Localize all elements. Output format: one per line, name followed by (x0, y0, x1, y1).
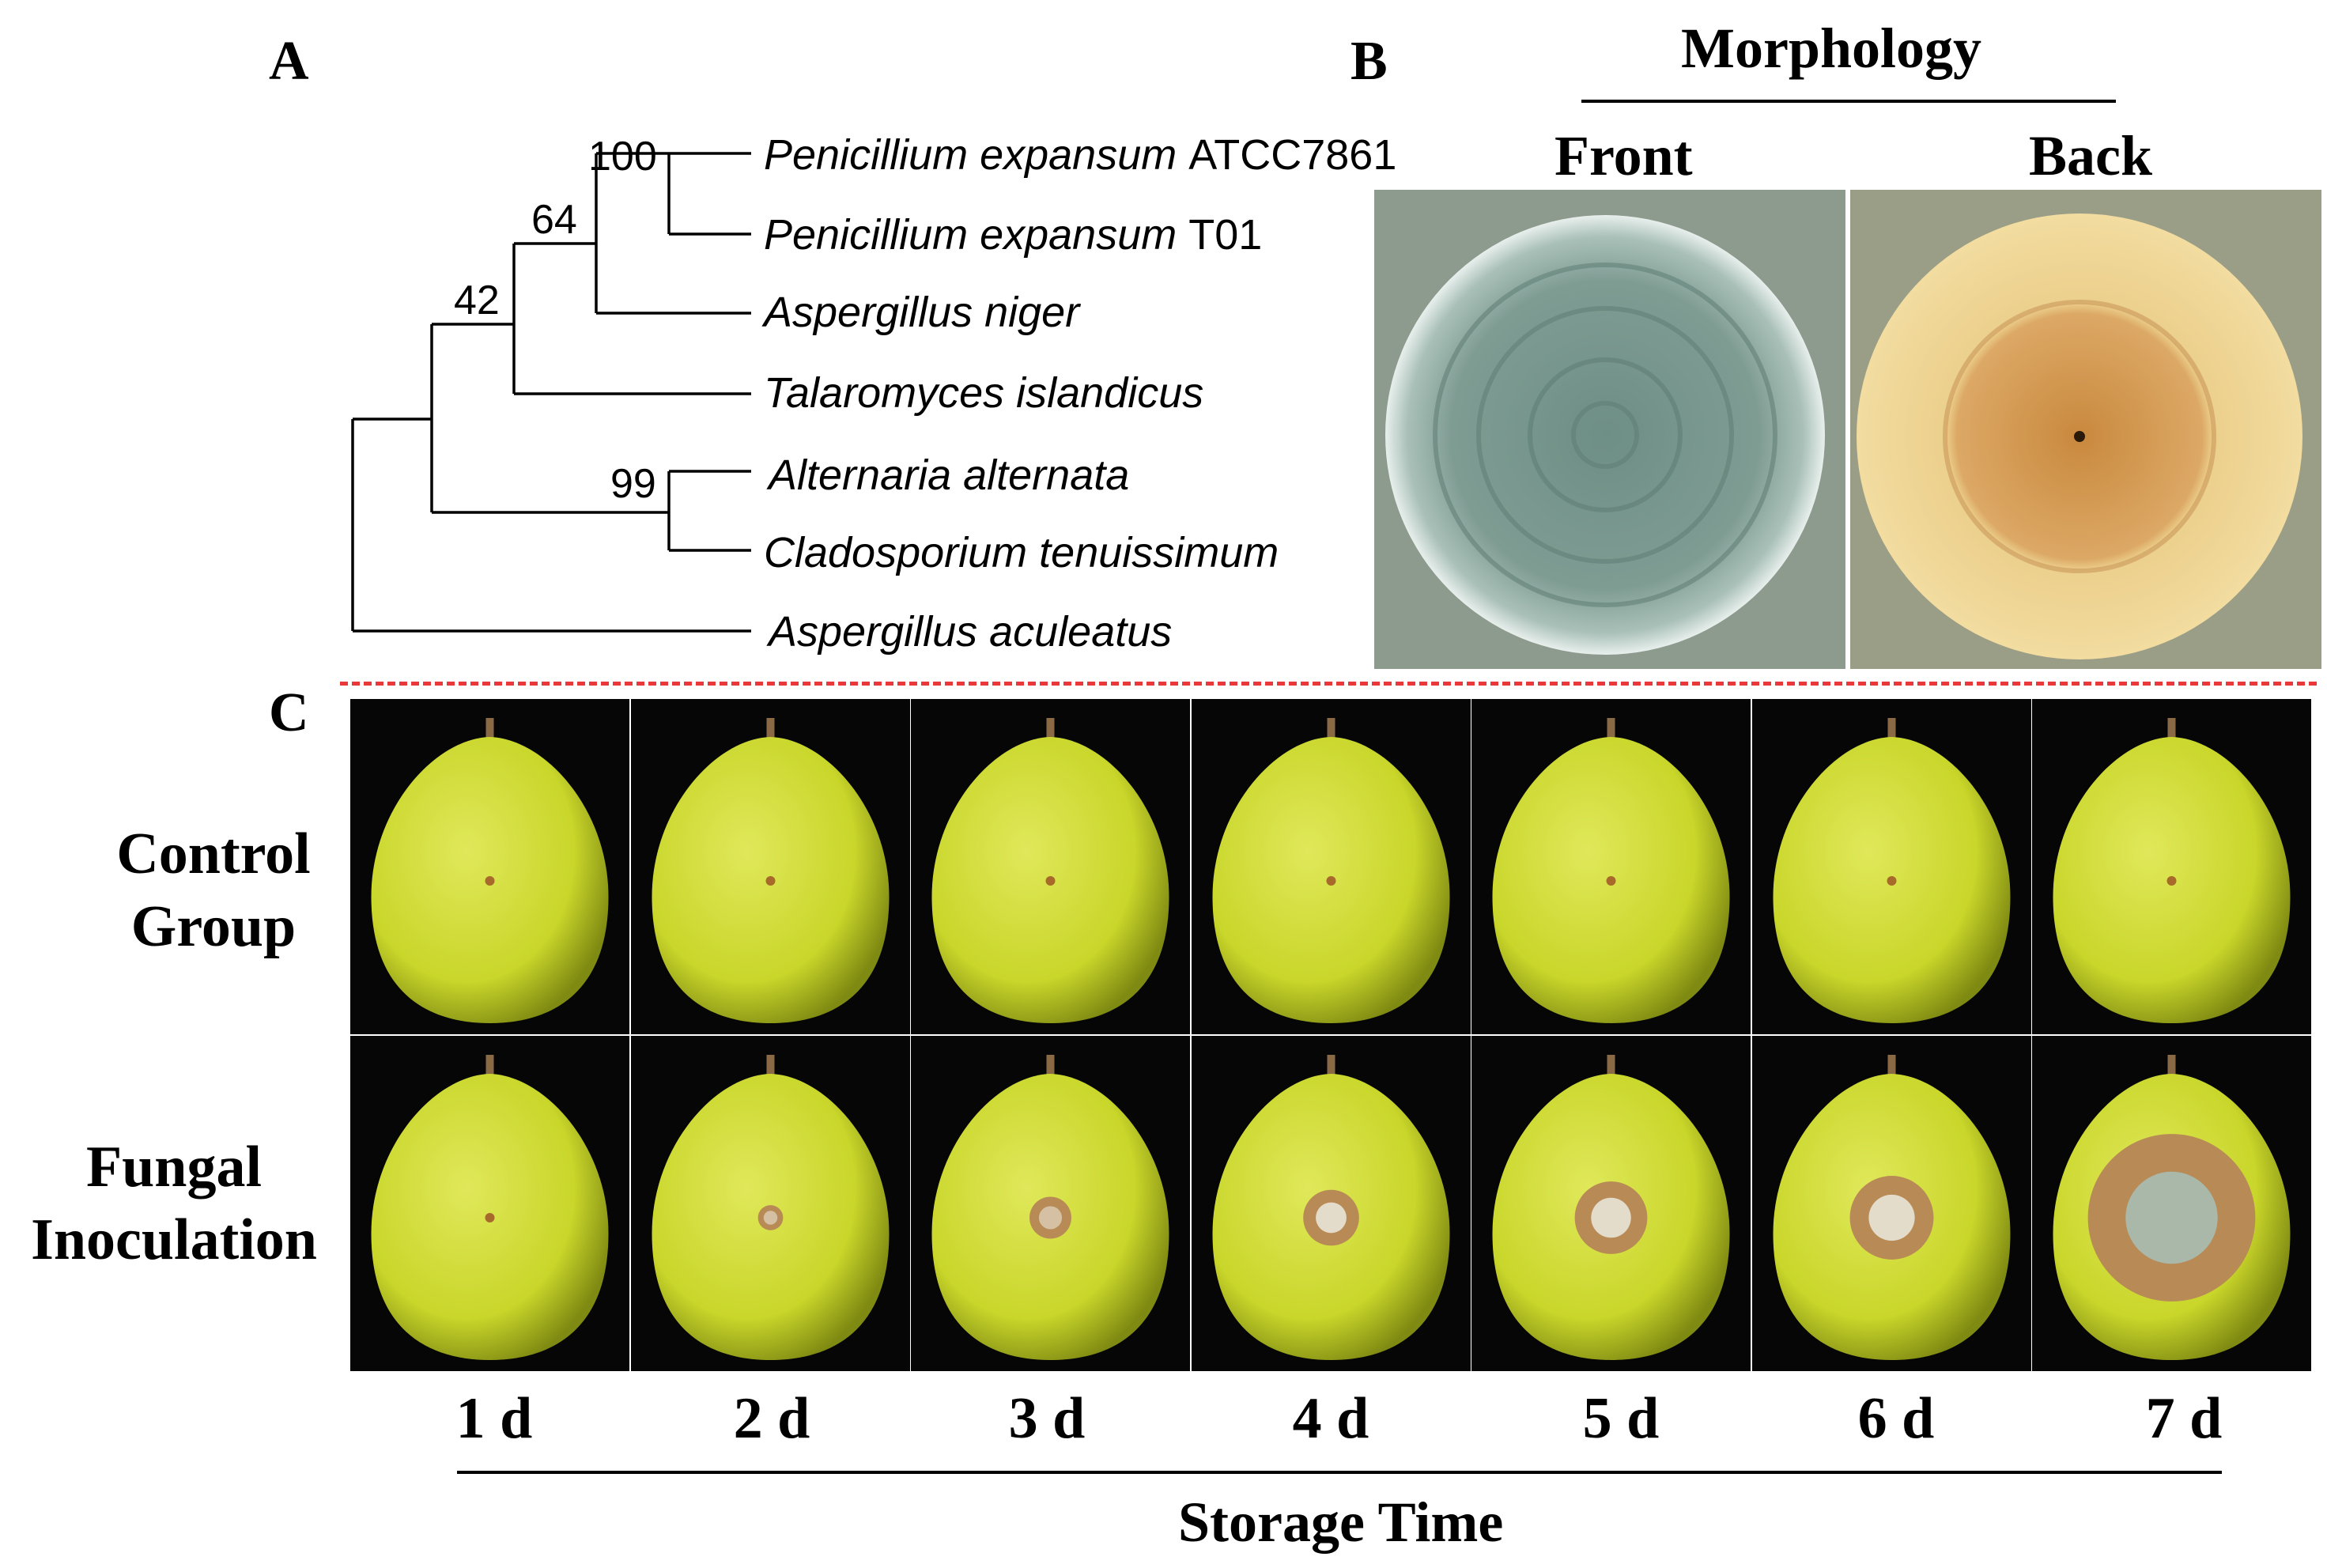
day-label: 7 d (2145, 1386, 2223, 1451)
morphology-underline (1581, 100, 2116, 103)
control-fruit-photo (911, 699, 1190, 1034)
day-label: 6 d (1857, 1386, 1935, 1451)
bootstrap-64: 64 (531, 197, 577, 243)
inoculated-fruit-photo (1471, 1036, 1751, 1371)
row-label-control: Control Group (116, 822, 311, 959)
day-label: 4 d (1292, 1386, 1369, 1451)
colony-front-photo (1374, 190, 1845, 669)
back-label: Back (2029, 124, 2153, 187)
panel-c-label: C (269, 682, 309, 743)
taxon-label: Talaromyces islandicus (764, 369, 1204, 417)
inoculated-fruit-photo (2032, 1036, 2311, 1371)
bootstrap-100: 100 (588, 134, 657, 179)
phylogenetic-tree (351, 152, 751, 633)
storage-time-axis-line (457, 1471, 2222, 1474)
morphology-title: Morphology (1681, 17, 1982, 80)
inoculated-fruit-photo (1191, 1036, 1471, 1371)
inoculated-fruit-photo (350, 1036, 629, 1371)
inoculated-fruit-photo (1751, 1036, 2031, 1371)
taxon-label: Penicillium expansum T01 (764, 211, 1263, 259)
taxon-label: Penicillium expansum ATCC7861 (764, 131, 1397, 179)
bootstrap-42: 42 (454, 278, 500, 323)
panel-a-label: A (269, 31, 309, 92)
taxon-label: Alternaria alternata (769, 452, 1130, 499)
control-fruit-photo (350, 699, 629, 1034)
inoculated-fruit-photo (630, 1036, 910, 1371)
day-label: 2 d (733, 1386, 810, 1451)
control-fruit-photo (1471, 699, 1751, 1034)
control-fruit-photo (2032, 699, 2311, 1034)
panel-divider (340, 682, 2317, 686)
taxon-label: Aspergillus aculeatus (769, 608, 1173, 656)
row-label-fungal: Fungal Inoculation (31, 1135, 317, 1272)
colony-back-photo (1850, 190, 2321, 669)
day-label: 5 d (1582, 1386, 1660, 1451)
day-label: 1 d (455, 1386, 533, 1451)
inoculated-fruit-photo (911, 1036, 1190, 1371)
bootstrap-99: 99 (610, 461, 656, 507)
control-fruit-photo (1751, 699, 2031, 1034)
panel-b-label: B (1350, 31, 1388, 92)
front-label: Front (1554, 124, 1693, 187)
taxon-label: Aspergillus niger (764, 289, 1080, 336)
control-fruit-photo (1191, 699, 1471, 1034)
storage-time-title: Storage Time (1178, 1491, 1504, 1554)
day-label: 3 d (1008, 1386, 1086, 1451)
control-fruit-photo (630, 699, 910, 1034)
taxon-label: Cladosporium tenuissimum (764, 529, 1279, 576)
